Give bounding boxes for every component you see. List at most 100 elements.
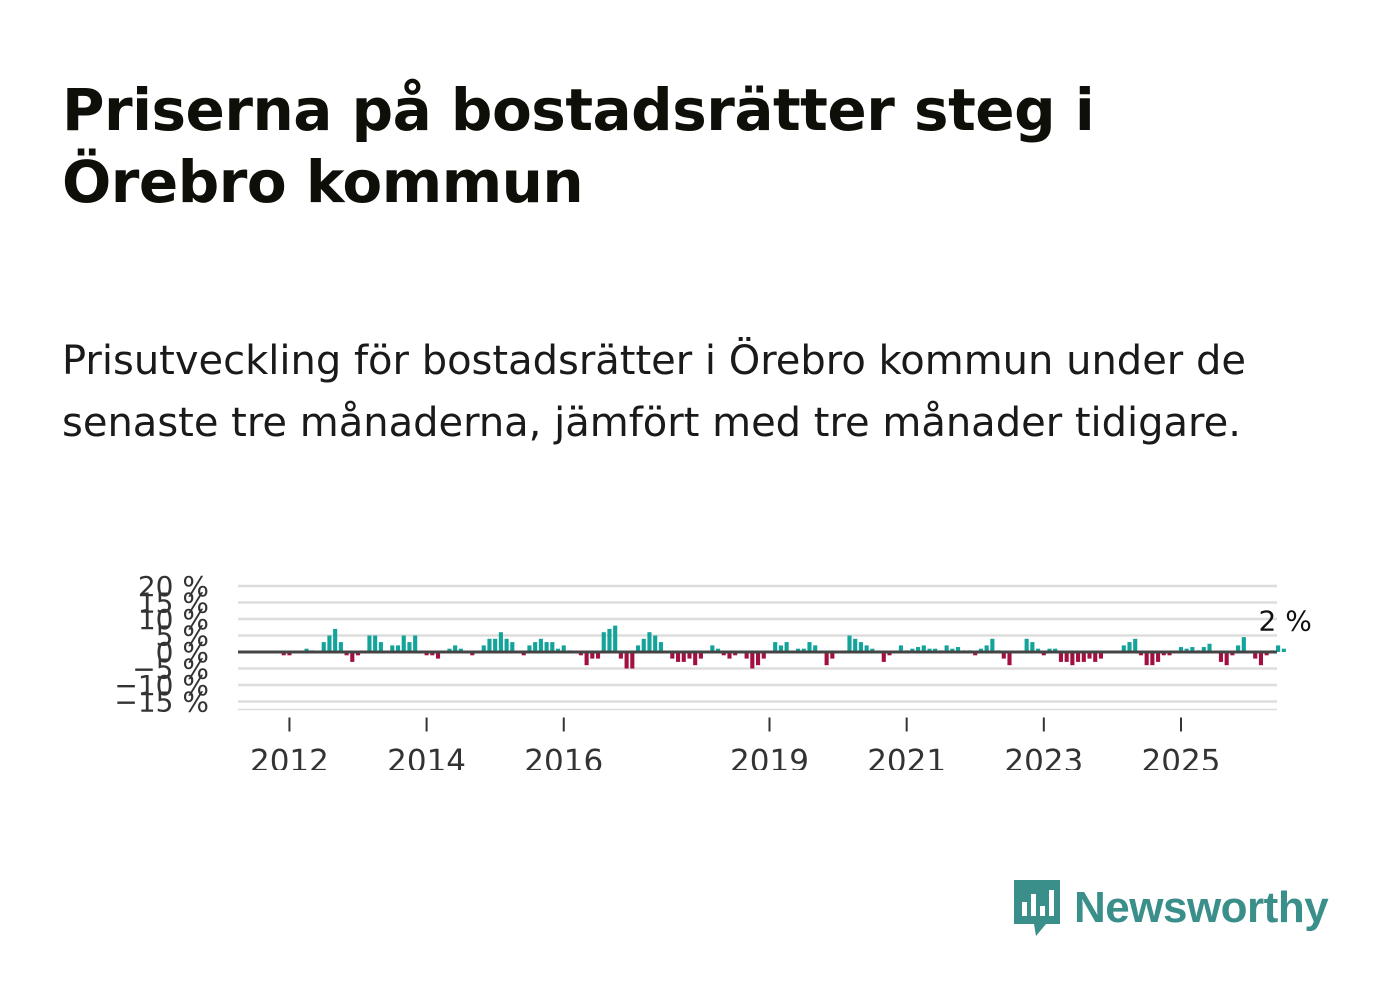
bar [721,652,726,656]
x-axis: 2012 2014 2016 2019 2021 2023 2025 [250,717,1220,771]
bar [1030,642,1035,652]
bar [481,645,486,652]
bar [647,632,652,652]
bar [761,652,766,659]
bar [807,642,812,652]
bar [1007,652,1012,666]
bar [813,645,818,652]
bar [675,652,681,662]
y-tick-label: −5 % [132,653,209,686]
x-tick-label: 2019 [730,744,809,771]
bar [1144,652,1149,666]
bar [1070,652,1075,666]
bar [653,635,658,652]
bar [1053,648,1058,652]
bar [561,645,566,652]
bar [950,648,955,652]
bar [733,652,738,656]
bar [1093,652,1098,662]
bar [521,652,526,656]
bar [1064,652,1069,662]
bar [1036,648,1041,652]
y-axis-labels: 20 %15 %10 %5 %0 %−5 %−10 %−15 % [114,570,209,719]
bar [430,652,435,656]
bar [710,645,715,652]
bar [1041,652,1046,656]
bar [401,635,406,652]
bar [898,645,903,652]
bar [487,638,492,652]
bar [1076,652,1081,662]
bar [1098,652,1103,659]
bar [555,648,561,652]
bar [378,642,383,652]
bar [1161,652,1166,656]
bar [870,648,875,652]
newsworthy-logo-icon [1014,880,1060,936]
bar [607,628,612,652]
bar [624,652,629,669]
bar [390,645,395,652]
bar [858,642,863,652]
bar [715,648,721,652]
bar [1258,652,1264,666]
bar [338,642,343,652]
bar [1167,652,1172,656]
bar [395,645,401,652]
bar [447,648,452,652]
bar [1276,645,1281,652]
bar [618,652,623,659]
bar [784,642,789,652]
x-tick-label: 2021 [867,744,946,771]
bar [1138,652,1144,656]
bar [1218,652,1224,662]
bar [407,642,412,652]
x-tick-label: 2014 [387,744,466,771]
bar [287,652,292,656]
bar [1207,643,1212,652]
bar [493,638,498,652]
bar [1184,648,1189,652]
bar [750,652,755,669]
bar [1224,652,1229,666]
bar [470,652,475,656]
newsworthy-logo: Newsworthy [1010,876,1329,940]
bar [956,647,961,652]
bar [687,652,692,659]
y-tick-label: 10 % [138,603,209,636]
bar [801,648,806,652]
bar [1190,647,1195,652]
bar [635,645,641,652]
bar [1087,652,1092,659]
bar [830,652,835,659]
bar [578,652,583,656]
page-subtitle: Prisutveckling för bostadsrätter i Örebr… [62,338,1246,446]
bar [327,635,332,652]
y-tick-label: 20 % [138,570,209,603]
bar [1156,652,1161,662]
bar [1241,637,1246,652]
bar [881,652,886,662]
bar [1001,652,1006,659]
bar [1127,642,1132,652]
bar [367,635,372,652]
bar [344,652,349,656]
bar [595,652,601,659]
bar [590,652,595,659]
y-tick-label: 0 % [156,636,209,669]
bar [550,642,555,652]
bar [1230,652,1235,656]
bar [910,648,915,652]
bar [1281,648,1286,652]
bar [1024,638,1029,652]
bar [1058,652,1063,662]
bar [795,648,801,652]
bar [424,652,429,656]
last-value-label: 2 % [1258,605,1311,638]
bar [510,642,515,652]
bar [1047,648,1052,652]
bar [978,648,983,652]
bar [693,652,698,666]
bar [670,652,675,659]
bar [321,642,326,652]
